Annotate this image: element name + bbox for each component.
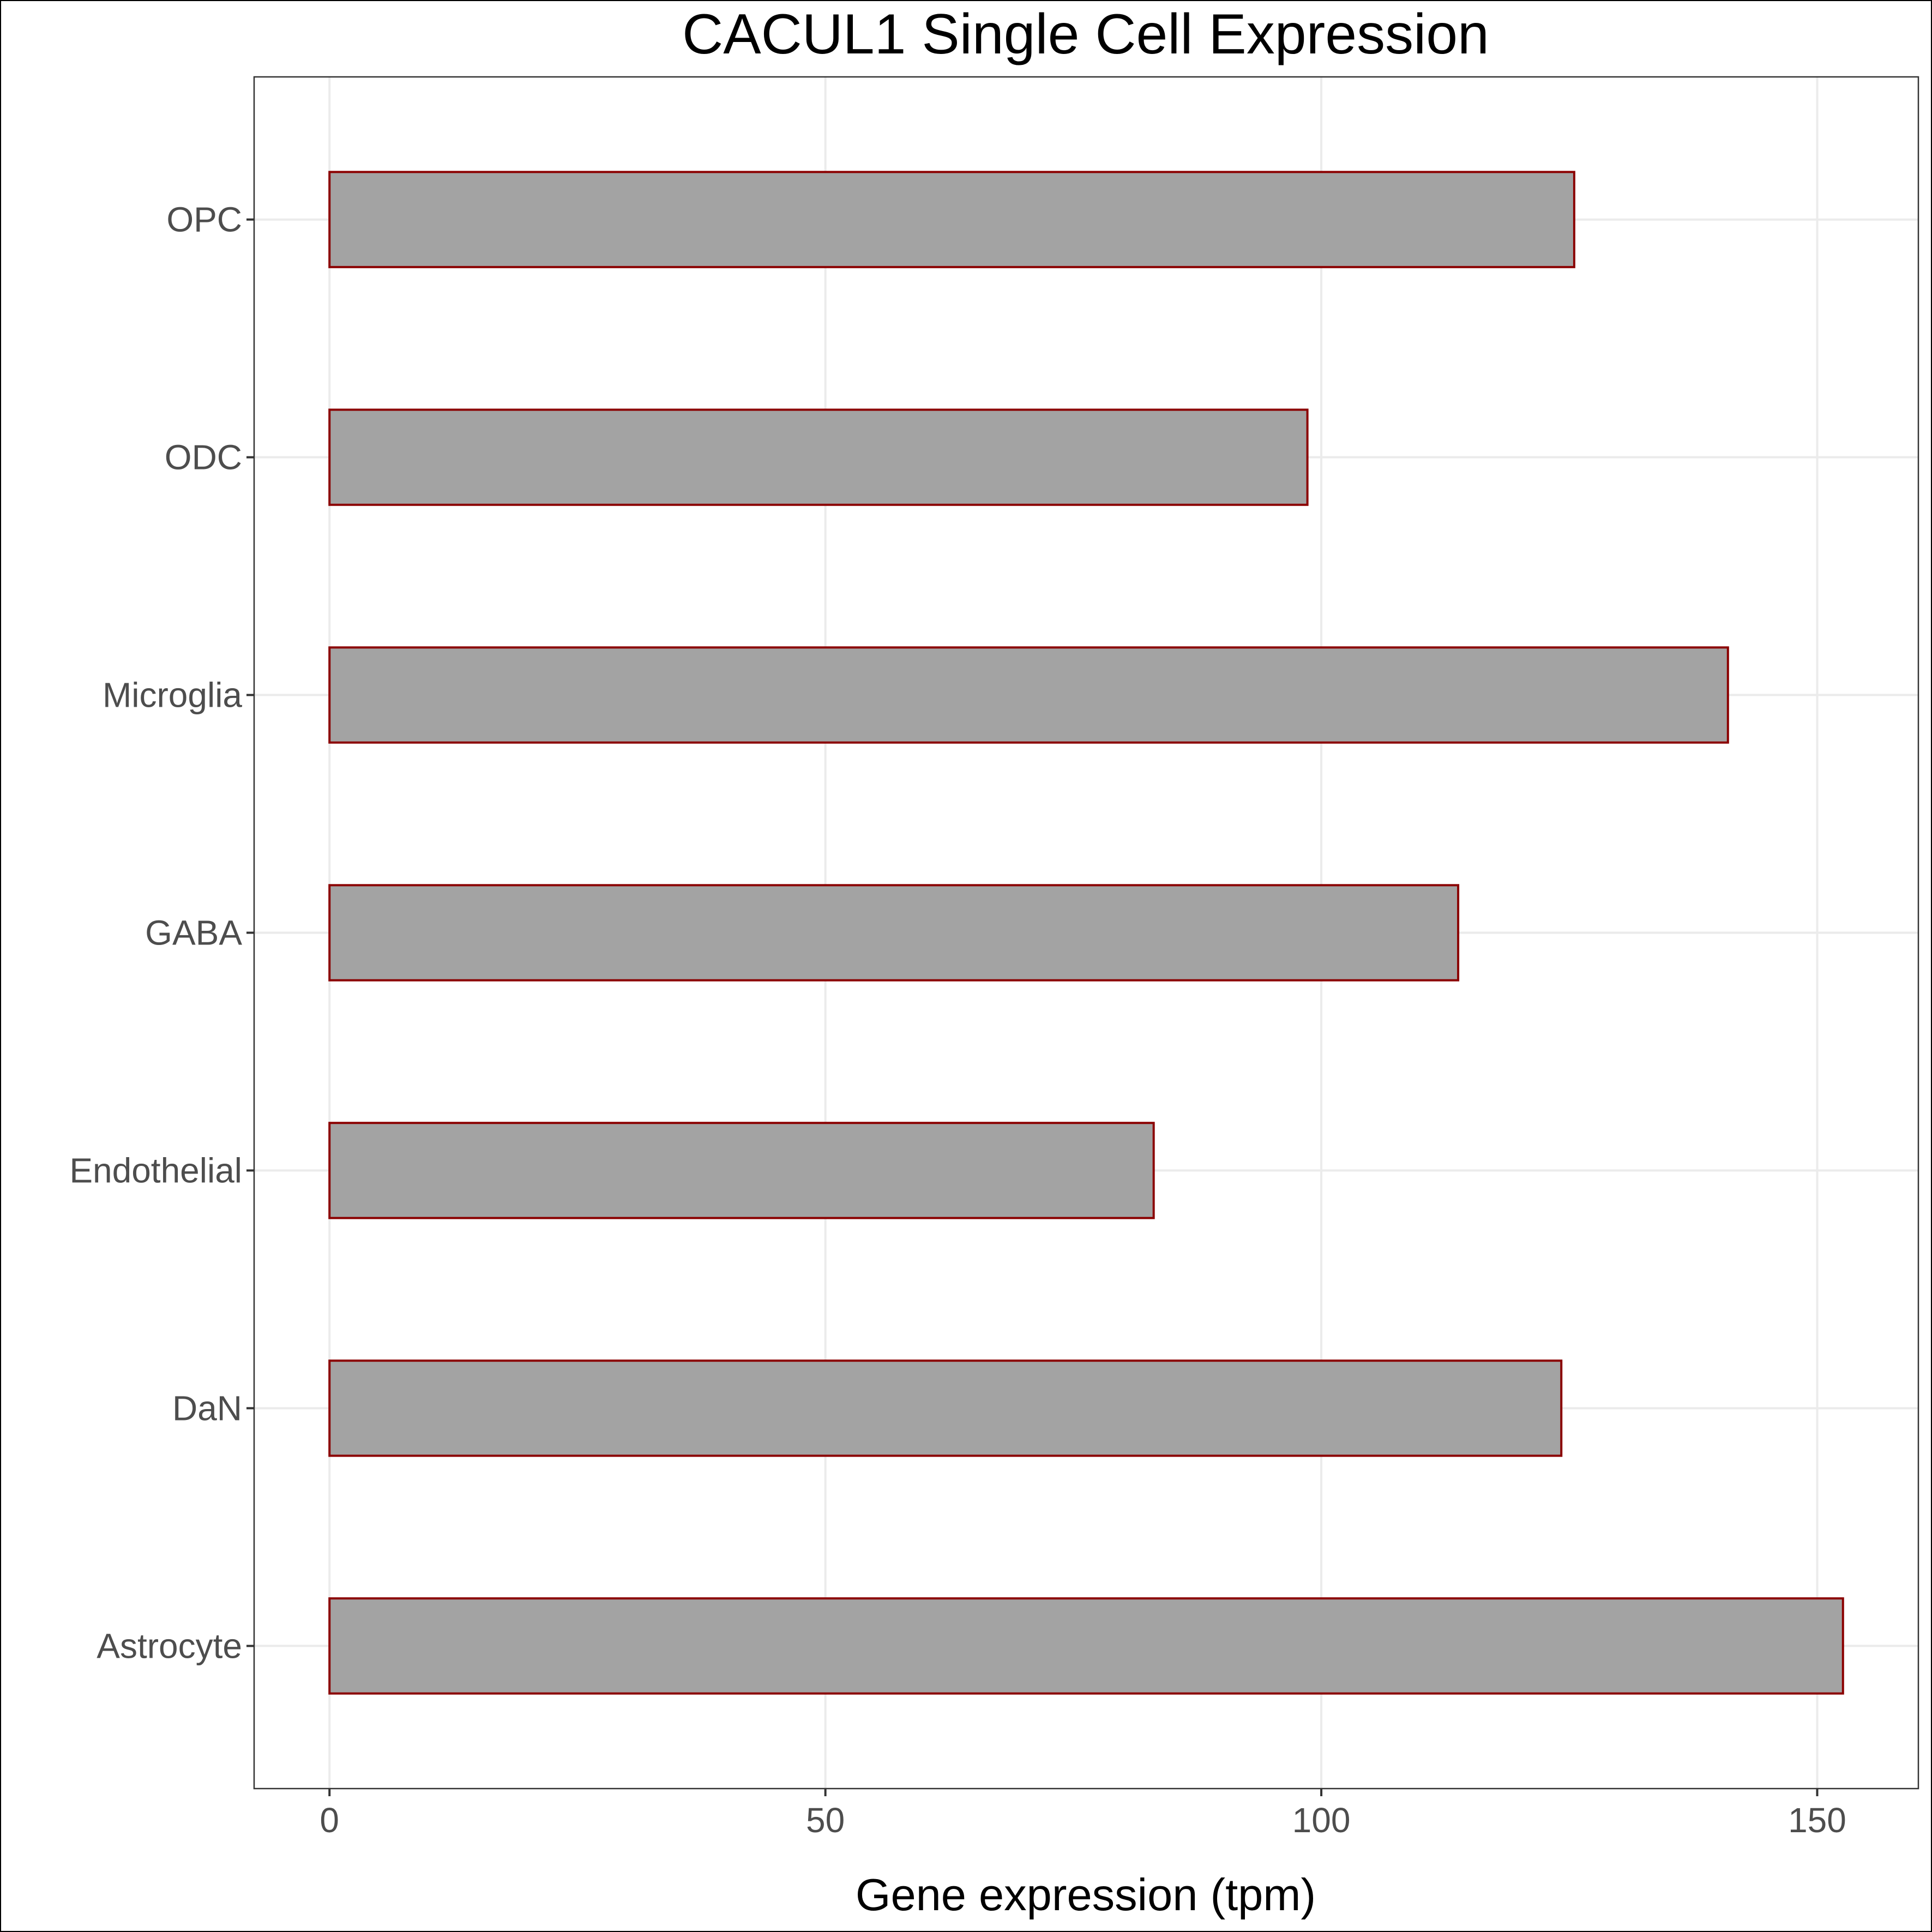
bar-astrocyte [328, 1597, 1844, 1695]
y-tick-label: Astrocyte [97, 1626, 242, 1665]
chart-title: CACUL1 Single Cell Expression [682, 3, 1489, 66]
bars [328, 171, 1844, 1695]
x-tick-label: 0 [320, 1801, 339, 1840]
bar-endothelial [328, 1122, 1155, 1219]
x-tick-label: 50 [806, 1801, 845, 1840]
bar-opc [328, 171, 1575, 268]
y-tick-label: ODC [165, 438, 242, 477]
y-tick-label: Microglia [103, 676, 242, 715]
y-tick-label: OPC [166, 200, 242, 239]
y-tick-label: DaN [172, 1388, 242, 1428]
x-tick-label: 100 [1292, 1801, 1351, 1840]
x-axis: 0 50 100 150 [320, 1789, 1846, 1840]
bar-gaba [328, 884, 1460, 982]
bar-odc [328, 408, 1309, 506]
x-tick-label: 150 [1788, 1801, 1846, 1840]
y-tick-label: Endothelial [69, 1151, 242, 1190]
y-axis: Astrocyte DaN Endothelial GABA Microglia ODC O… [69, 200, 254, 1665]
x-axis-title: Gene expression (tpm) [856, 1869, 1316, 1920]
bar-dan [328, 1359, 1563, 1457]
y-tick-label: GABA [145, 913, 242, 953]
bar-microglia [328, 646, 1729, 744]
